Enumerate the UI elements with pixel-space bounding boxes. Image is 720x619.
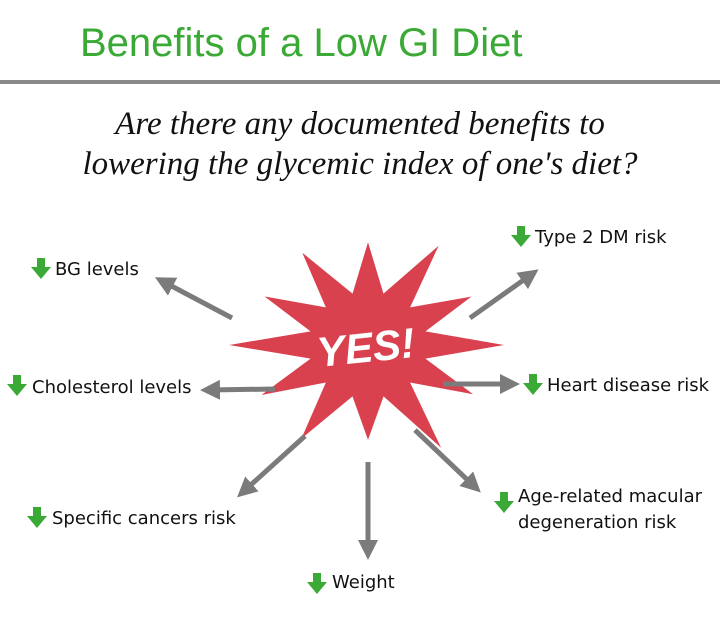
down-icon [31, 258, 51, 279]
center-label: YES! [315, 319, 417, 376]
arrow [154, 277, 234, 321]
divider [0, 80, 720, 84]
arrows [154, 269, 539, 560]
benefit-labels: BG levels Type 2 DM risk Cholesterol lev… [32, 227, 710, 593]
down-icon [27, 507, 47, 528]
arrow [413, 428, 481, 493]
arrow [237, 434, 307, 498]
star [222, 235, 510, 453]
question-line: Are there any documented benefits to [113, 106, 605, 142]
benefit-label: Type 2 DM risk [534, 227, 667, 248]
down-icon [511, 226, 531, 247]
down-icon [307, 573, 327, 594]
benefit-label: Heart disease risk [547, 375, 710, 396]
benefit-label: Specific cancers risk [52, 508, 236, 529]
down-icon [7, 375, 27, 396]
benefit-label: degeneration risk [518, 512, 677, 533]
question-line: lowering the glycemic index of one's die… [82, 146, 638, 182]
benefit-label: Age-related macular [518, 486, 703, 507]
down-icon [523, 374, 543, 395]
benefit-label: Cholesterol levels [32, 377, 192, 398]
title: Benefits of a Low GI Diet [80, 21, 522, 65]
down-icons [7, 226, 543, 594]
arrow [468, 269, 539, 321]
down-icon [494, 492, 514, 513]
benefit-label: Weight [332, 572, 395, 593]
arrow [200, 379, 276, 400]
benefit-label: BG levels [55, 259, 139, 280]
